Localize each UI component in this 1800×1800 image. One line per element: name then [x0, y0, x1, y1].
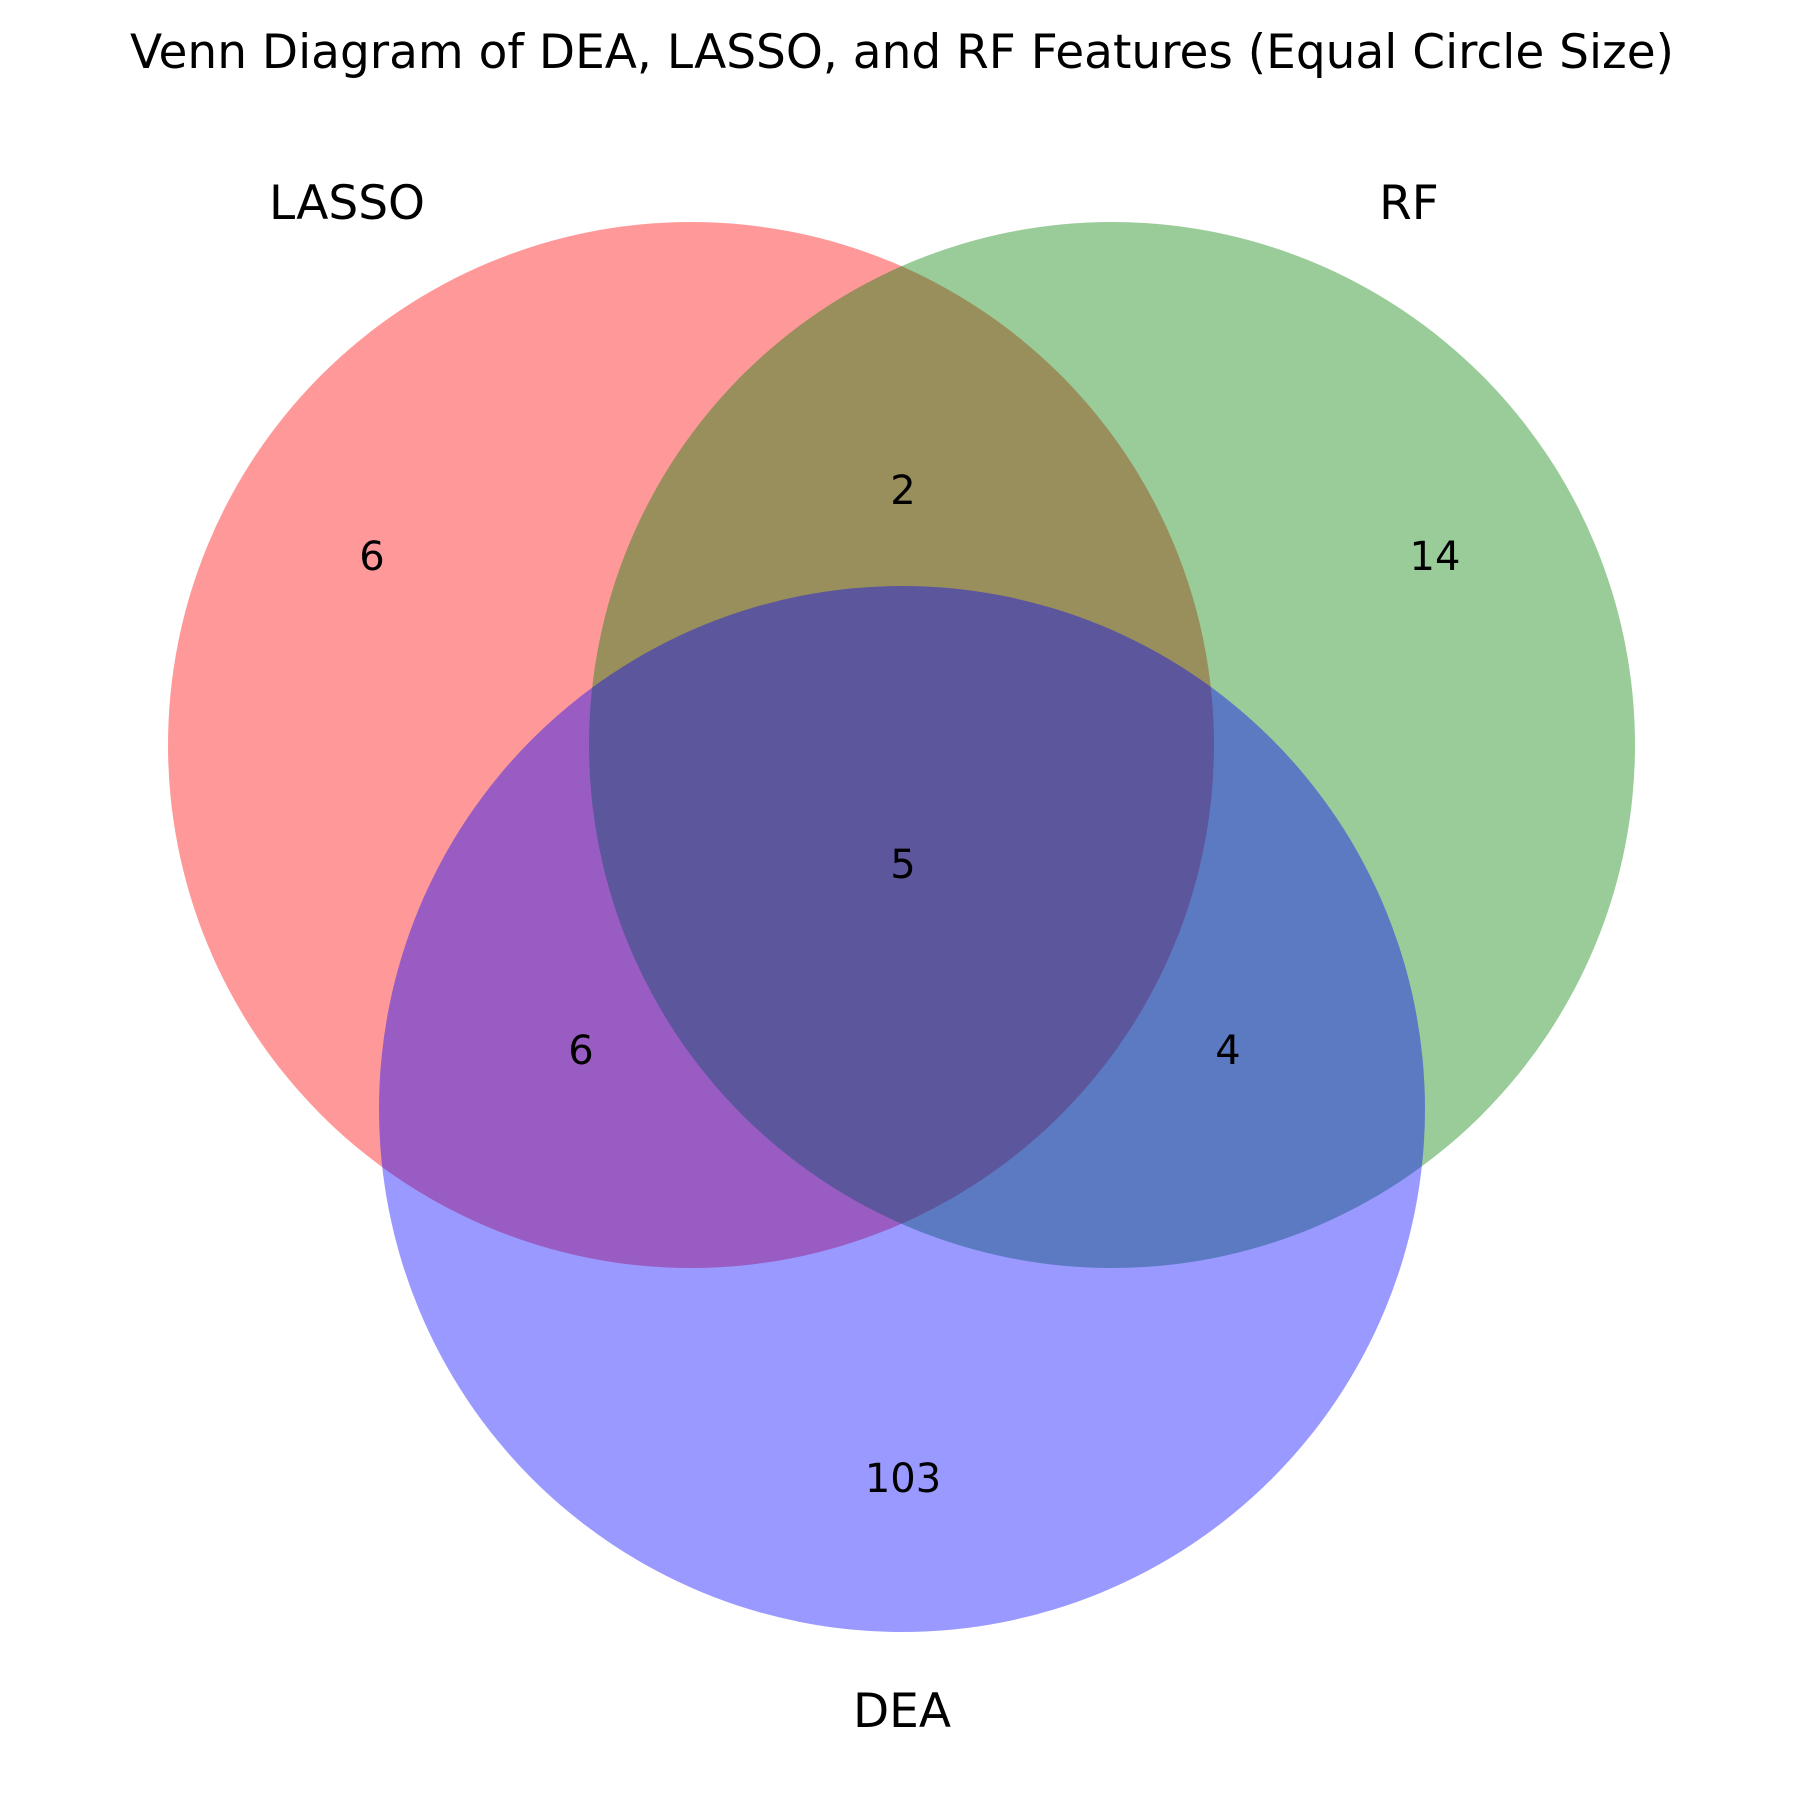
region-count-lasso-only: 6 — [359, 534, 384, 580]
region-count-rf-only: 14 — [1410, 534, 1461, 580]
region-count-dea-only: 103 — [865, 1456, 941, 1502]
rf-circle — [589, 222, 1635, 1268]
set-label-dea: DEA — [853, 1684, 951, 1739]
region-count-lasso-dea: 6 — [568, 1028, 593, 1074]
region-count-lasso-rf: 2 — [890, 468, 915, 514]
lasso-circle — [168, 222, 1214, 1268]
region-count-all-three: 5 — [890, 842, 915, 888]
set-label-rf: RF — [1379, 176, 1439, 231]
diagram-title: Venn Diagram of DEA, LASSO, and RF Featu… — [130, 25, 1674, 80]
region-count-rf-dea: 4 — [1215, 1028, 1240, 1074]
set-label-lasso: LASSO — [269, 176, 425, 231]
dea-circle — [379, 586, 1425, 1632]
